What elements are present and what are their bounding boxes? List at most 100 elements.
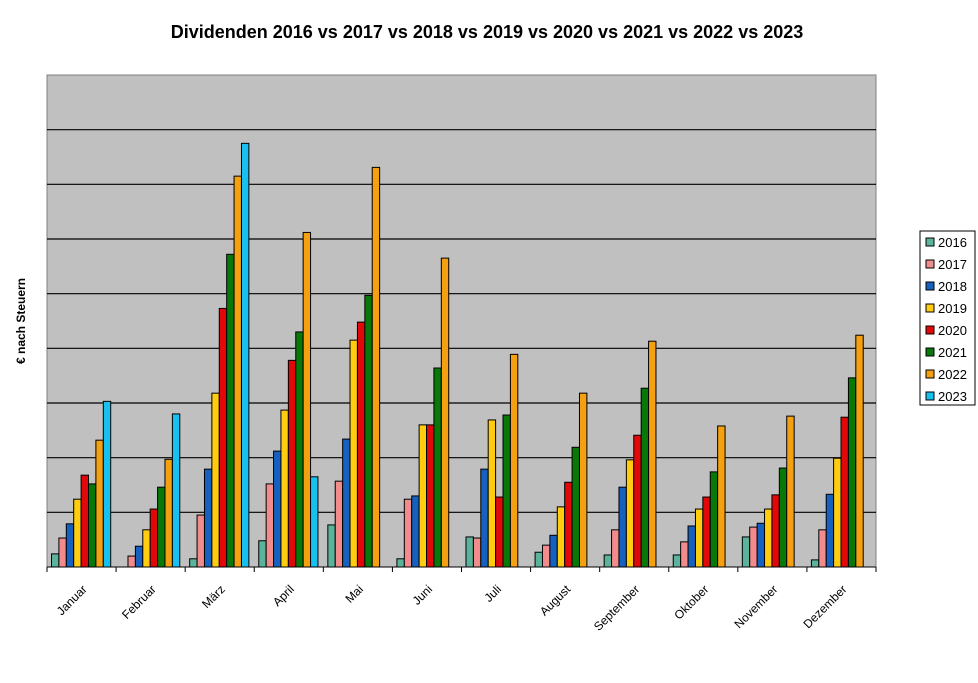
x-tick-label: Februar xyxy=(119,582,159,622)
bar-2017-Mai xyxy=(334,480,344,568)
bar-2022-Februar xyxy=(164,458,173,568)
bar-2021-Dezember xyxy=(847,377,857,568)
bar-2022-August xyxy=(578,392,588,568)
bar-2021-Februar xyxy=(157,486,166,568)
bar-2018-Juli xyxy=(480,468,489,568)
bar-2016-Mai xyxy=(327,524,336,568)
bar-2017-Dezember xyxy=(818,529,827,568)
bar-2018-November xyxy=(756,522,766,568)
bar-2020-Januar xyxy=(80,474,89,568)
legend-swatch-2019 xyxy=(925,303,935,313)
bar-2017-Oktober xyxy=(680,541,689,568)
bar-2019-Januar xyxy=(73,498,82,568)
legend-swatch-2021 xyxy=(925,347,935,357)
bar-2016-Januar xyxy=(51,553,60,568)
bar-2017-November xyxy=(749,526,758,568)
bar-2020-März xyxy=(218,307,228,568)
bar-2018-September xyxy=(618,486,627,568)
x-tick-label: Oktober xyxy=(671,582,711,622)
bar-2019-April xyxy=(280,409,289,568)
bar-2023-März xyxy=(240,142,250,568)
legend-swatch-2017 xyxy=(925,259,935,269)
bar-2022-März xyxy=(233,175,242,568)
bar-2022-November xyxy=(786,415,795,568)
bar-2016-August xyxy=(534,551,543,568)
bar-2017-Januar xyxy=(58,537,67,568)
bar-2016-Dezember xyxy=(810,559,820,568)
legend-swatch-2016 xyxy=(925,237,935,247)
x-tick-label: September xyxy=(591,582,642,633)
bar-2016-Juni xyxy=(396,558,405,568)
bar-2019-Februar xyxy=(142,529,151,568)
bar-2016-Juli xyxy=(465,536,474,568)
bar-2017-Juli xyxy=(472,537,482,568)
bar-2018-Januar xyxy=(65,523,75,568)
bar-2020-Mai xyxy=(356,321,366,568)
bar-2019-Mai xyxy=(349,339,358,568)
x-tick-label: Juni xyxy=(410,582,435,607)
bar-2021-Oktober xyxy=(709,471,719,568)
bar-2016-September xyxy=(603,554,613,568)
x-tick-label: Juli xyxy=(482,582,505,605)
legend: 2016 2017 2018 2019 2020 2021 2022 2023 xyxy=(919,230,976,406)
legend-label: 2021 xyxy=(938,345,967,360)
bar-2023-Januar xyxy=(102,400,112,568)
legend-swatch-2018 xyxy=(925,281,935,291)
bar-2019-Dezember xyxy=(833,457,842,568)
legend-swatch-2023 xyxy=(925,391,935,401)
bar-2017-Februar xyxy=(127,555,136,568)
bar-2017-März xyxy=(196,514,205,568)
legend-swatch-2020 xyxy=(925,325,935,335)
bar-2021-November xyxy=(778,467,788,568)
bar-2022-September xyxy=(648,340,657,568)
bar-2020-April xyxy=(287,359,297,568)
x-tick-label: August xyxy=(537,582,574,619)
bar-2022-Oktober xyxy=(717,425,726,568)
bar-2019-September xyxy=(625,459,635,568)
bar-2023-April xyxy=(310,476,319,568)
x-tick-label: Januar xyxy=(54,582,90,618)
bar-2021-Juni xyxy=(433,367,442,568)
legend-label: 2016 xyxy=(938,235,967,250)
x-tick-label: Dezember xyxy=(801,582,850,631)
bar-2022-Juli xyxy=(509,353,519,568)
bar-2017-August xyxy=(541,544,551,568)
bar-2018-August xyxy=(549,534,558,568)
bar-2017-September xyxy=(611,529,620,568)
bar-2021-September xyxy=(640,387,650,568)
bar-2021-Januar xyxy=(88,483,97,568)
bar-2017-April xyxy=(265,483,275,568)
bar-2019-März xyxy=(211,392,220,568)
bar-2018-Oktober xyxy=(687,525,696,568)
legend-label: 2019 xyxy=(938,301,967,316)
x-tick-label: April xyxy=(270,582,297,609)
bar-2021-Mai xyxy=(364,294,373,568)
bar-2022-Mai xyxy=(371,166,381,568)
bar-2021-März xyxy=(226,253,235,568)
bar-2020-Juni xyxy=(426,424,435,568)
bar-2018-Dezember xyxy=(825,493,835,568)
bar-2018-Februar xyxy=(134,545,144,568)
legend-label: 2018 xyxy=(938,279,967,294)
bar-2019-Juli xyxy=(487,419,497,568)
bar-2021-April xyxy=(295,331,304,568)
bar-2017-Juni xyxy=(403,498,413,568)
bar-2018-Juni xyxy=(411,495,420,568)
bar-2020-November xyxy=(771,494,780,568)
legend-label: 2022 xyxy=(938,367,967,382)
bar-2018-Mai xyxy=(342,438,351,568)
bar-2016-März xyxy=(189,558,198,568)
bar-2020-August xyxy=(564,481,573,568)
x-tick-label: Mai xyxy=(342,582,366,606)
bar-2019-Oktober xyxy=(694,508,704,568)
bar-2019-August xyxy=(556,506,566,568)
legend-label: 2023 xyxy=(938,389,967,404)
plot-area xyxy=(46,74,877,568)
bar-2022-April xyxy=(302,231,312,568)
bar-2021-August xyxy=(571,446,580,568)
bar-2020-Oktober xyxy=(702,496,711,568)
x-tick-label: März xyxy=(199,582,228,611)
legend-label: 2020 xyxy=(938,323,967,338)
bar-2020-September xyxy=(633,434,642,568)
